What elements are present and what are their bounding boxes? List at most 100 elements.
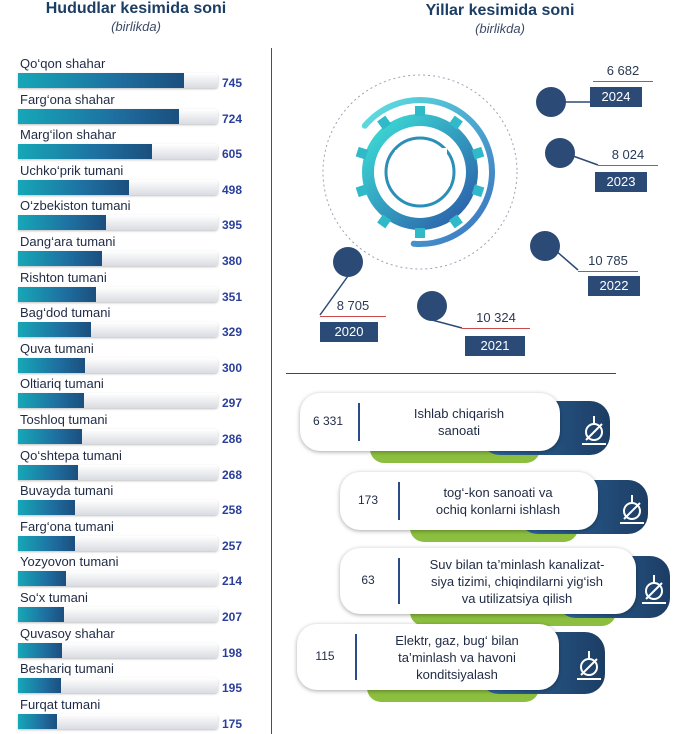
region-label: Quva tumani [20,340,94,356]
region-label: Rishton tumani [20,269,107,285]
gear-hub [384,136,456,208]
sector-label-line: Elektr, gaz, bug‘ bilan [395,632,519,648]
sector-label-line: ta’minlash va havoni [398,649,516,665]
bar-value: 214 [222,574,243,589]
year-label: 2021 [465,336,525,356]
region-label: Qo‘qon shahar [20,56,106,71]
sector-row: 63 Suv bilan ta’minlash kanalizat-siya ti… [340,548,680,626]
horizontal-divider [286,373,616,374]
sector-label-line: ochiq konlarni ishlash [435,502,561,517]
region-label: Dang‘ara tumani [20,234,116,249]
year-label: 2022 [588,276,640,296]
sector-label-line: Suv bilan ta’minlash kanalizat- [429,556,605,572]
year-connector [431,319,463,329]
region-label: Qo‘shtepa tumani [20,447,122,463]
region-label: Bag‘dod tumani [20,305,111,321]
sector-label-line: Ishlab chiqarish [413,406,505,421]
bar-value: 258 [222,503,243,518]
bar-value: 498 [222,182,243,197]
sector-row: 6 331 Ishlab chiqarish sanoati [300,393,620,463]
bar-track [18,500,218,516]
bar-track [18,286,218,302]
sector-label-line: tog‘-kon sanoati va [443,485,553,500]
bar-track [18,322,218,338]
bar [18,393,84,409]
bar-track [18,108,218,124]
year-value: 10 324 [476,310,516,325]
region-label: Oltiariq tumani [20,376,104,392]
bar [18,286,96,302]
year-label: 2024 [590,87,642,107]
sector-label: tog‘-kon sanoati va ochiq konlarni ishlas… [402,484,594,518]
bar-track [18,464,218,480]
year-dot [545,138,575,168]
bar [18,642,62,658]
dotted-ring [322,74,518,270]
region-label: Marg‘ilon shahar [20,127,117,143]
region-label: Farg‘ona shahar [20,91,115,107]
sector-label-line: siya tizimi, chiqindilarni yig‘ish [431,573,603,589]
region-label: Toshloq tumani [20,412,108,427]
bar-value: 257 [222,538,243,553]
gear-tooth [448,214,463,229]
factory-icon [392,144,450,186]
region-label: Farg‘ona tumani [20,518,114,534]
year-dot [536,87,566,117]
year-underline [593,81,653,82]
bar [18,108,179,124]
pill-card [300,393,560,451]
bar [18,144,152,160]
gear-body [362,114,478,230]
sector-value: 115 [315,649,335,663]
year-label: 2023 [595,172,647,192]
bar [18,429,82,444]
bar-value: 300 [222,360,243,375]
left-chart-subtitle: (birlikda) [111,19,161,34]
bar-value: 286 [222,432,243,446]
vertical-divider [271,48,272,734]
right-chart-subtitle: (birlikda) [475,21,525,36]
bar-track [18,678,218,694]
bar [18,607,64,622]
sector-separator [358,403,360,441]
year-dot [333,247,363,277]
bar-track [18,642,218,658]
gear-tooth [377,214,392,229]
bar [18,73,184,88]
sector-separator [398,482,400,520]
gear-tooth [377,115,392,130]
mining-icon [612,491,652,531]
gear-outer-arc [361,97,495,247]
bar [18,179,129,195]
bar [18,713,57,729]
bar-track [18,535,218,551]
year-value: 6 682 [606,63,640,78]
pill-card [297,624,559,690]
year-label: 2020 [320,322,378,342]
sector-row: 115 Elektr, gaz, bug‘ bilan ta’minlash va … [297,624,615,702]
sector-label: Ishlab chiqarish sanoati [362,405,556,439]
bar-track [18,607,218,622]
bar-track [18,179,218,195]
pill-card [340,472,598,530]
right-chart-title: Yillar kesimida soni [425,2,575,19]
bar [18,251,102,266]
bar [18,535,75,551]
region-label: O‘zbekiston tumani [20,198,131,214]
bar-track [18,429,218,444]
bar-value: 207 [222,610,243,624]
region-label: Furqat tumani [20,696,101,712]
gear-tooth [471,184,485,198]
year-value: 8 024 [611,147,645,162]
bar [18,357,85,373]
sector-label: Elektr, gaz, bug‘ bilan ta’minlash va hav… [359,632,555,683]
bar-value: 198 [222,645,243,660]
gear-icon [355,97,495,247]
year-connector [554,249,579,271]
sector-value: 63 [361,573,375,587]
sector-separator [398,558,400,604]
bar-value: 195 [222,681,243,696]
bar-track [18,251,218,266]
power-tower-icon [569,647,609,687]
bar [18,571,66,587]
